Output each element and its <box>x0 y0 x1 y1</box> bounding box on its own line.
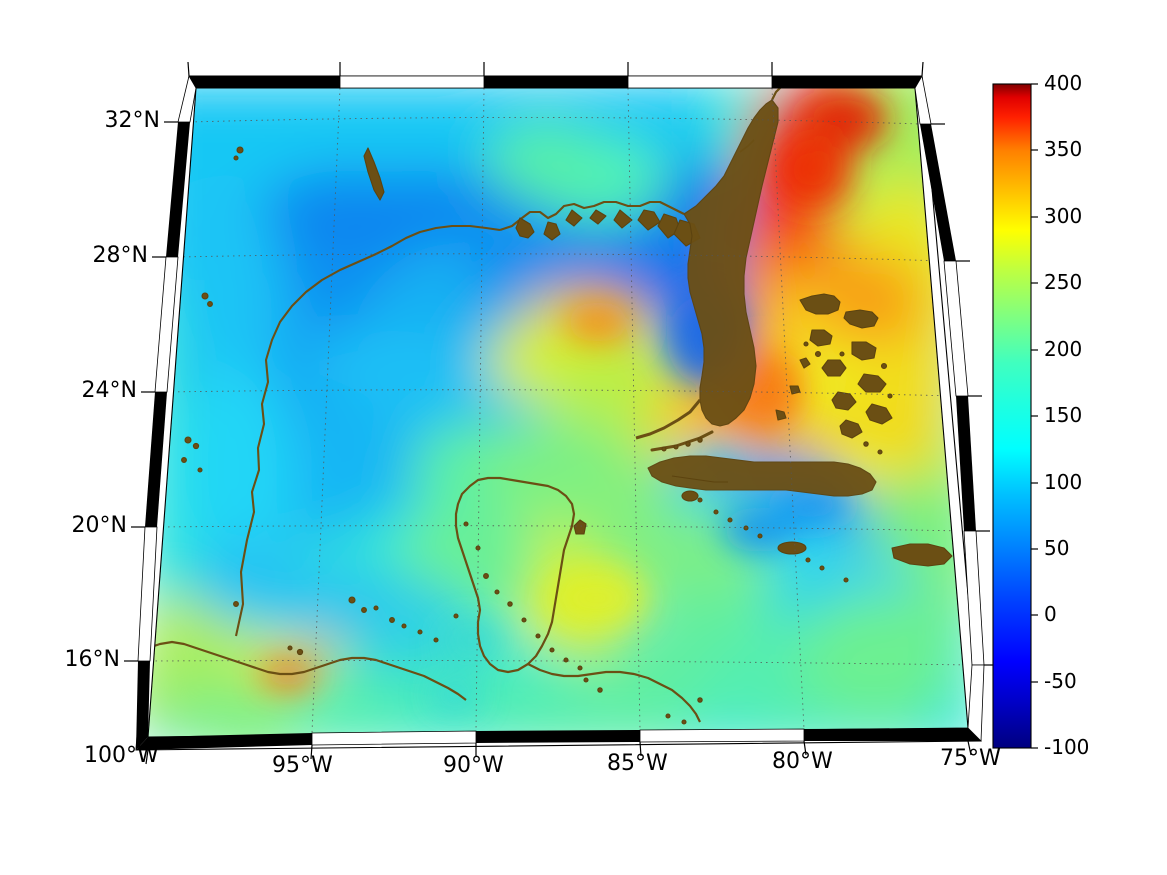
colorbar-label-50: 50 <box>1044 536 1070 560</box>
lon-tick-label-90w: 90°W <box>443 753 504 778</box>
colorbar[interactable] <box>992 83 1038 749</box>
lat-tick-label-16n: 16°N <box>64 647 120 672</box>
colorbar-ticks <box>1031 83 1038 749</box>
map-frame <box>124 61 998 765</box>
lon-tick-label-85w: 85°W <box>607 751 668 776</box>
colorbar-label-350: 350 <box>1044 137 1083 161</box>
heatmap-field <box>148 88 968 737</box>
colorbar-label-300: 300 <box>1044 204 1083 228</box>
colorbar-label-minus100: -100 <box>1044 735 1090 759</box>
colorbar-gradient <box>992 83 1032 749</box>
coastline-layer <box>148 88 953 725</box>
colorbar-label-minus50: -50 <box>1044 669 1077 693</box>
lon-tick-label-100w: 100°W <box>84 743 159 768</box>
colorbar-label-400: 400 <box>1044 71 1083 95</box>
colorbar-label-250: 250 <box>1044 270 1083 294</box>
lat-tick-label-24n: 24°N <box>81 378 137 403</box>
lon-tick-label-75w: 75°W <box>940 746 1001 771</box>
colorbar-label-100: 100 <box>1044 470 1083 494</box>
lat-tick-label-32n: 32°N <box>104 108 160 133</box>
colorbar-label-150: 150 <box>1044 403 1083 427</box>
lon-tick-label-80w: 80°W <box>772 749 833 774</box>
lat-tick-label-28n: 28°N <box>92 243 148 268</box>
lat-tick-label-20n: 20°N <box>71 513 127 538</box>
colorbar-label-0: 0 <box>1044 602 1057 626</box>
colorbar-label-200: 200 <box>1044 337 1083 361</box>
lon-tick-label-95w: 95°W <box>272 753 333 778</box>
